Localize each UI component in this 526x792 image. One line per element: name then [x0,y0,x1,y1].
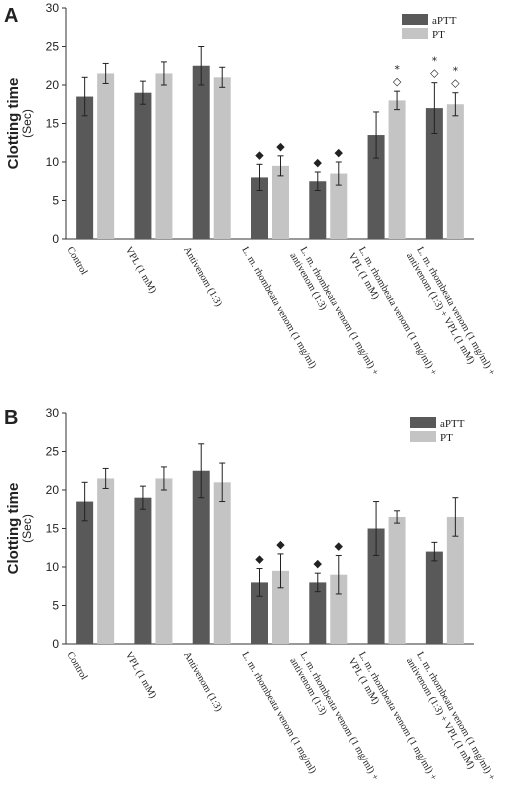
significance-marker: * [432,55,438,68]
bar-pt [155,478,173,644]
significance-marker: * [394,63,400,76]
x-tick-label: VPL (1 mM) [123,650,158,700]
y-tick-label: 5 [52,194,59,208]
legend-label-aptt: aPTT [432,15,457,27]
bar-pt [388,100,406,240]
bar-aptt [367,528,385,644]
bar-pt [446,516,464,644]
bar-aptt [134,92,152,239]
x-tick-label: VPL (1 mM) [123,245,158,295]
x-tick-label: Control [65,650,90,682]
bar-aptt [425,108,443,239]
legend-swatch-aptt [402,14,428,25]
panel-letter: B [4,407,18,429]
bar-pt [272,165,289,239]
significance-marker: ◆ [276,140,285,153]
y-tick-label: 5 [52,599,59,613]
significance-marker: ◆ [335,539,344,552]
x-tick-label: Antivenom (1:3) [181,650,224,713]
y-tick-label: 0 [52,232,59,246]
legend-swatch-pt [410,431,436,442]
x-tick-line: VPL (1 mM) [123,245,158,295]
bar-aptt [76,96,94,239]
bar-aptt [192,65,210,239]
bar-pt [446,104,464,239]
x-tick-line: Antivenom (1:3) [181,245,224,308]
significance-marker: ◇ [393,75,402,88]
y-tick-label: 10 [46,155,60,169]
bar-pt [155,73,173,239]
x-tick-line: VPL (1 mM) [123,650,158,700]
y-axis-label: Clotting time [5,483,22,575]
y-tick-label: 15 [46,522,60,536]
bar-aptt [367,135,385,239]
bar-aptt [309,582,327,644]
y-tick-label: 30 [46,406,60,420]
y-tick-label: 30 [46,1,60,15]
bar-aptt [425,551,443,644]
y-axis-unit: (Sec) [20,109,34,138]
y-tick-label: 15 [46,117,60,131]
y-tick-label: 25 [46,40,60,54]
x-tick-label: Antivenom (1:3) [181,245,224,308]
x-tick-label: L. m. rhombeata venom (1 mg/ml) +antiven… [404,245,497,384]
y-axis-label: Clotting time [5,78,22,170]
y-tick-label: 10 [46,560,60,574]
x-tick-label: L. m. rhombeata venom (1 mg/ml) +antiven… [404,650,497,789]
significance-marker: ◆ [314,557,323,570]
significance-marker: ◇ [451,77,460,90]
significance-marker: ◆ [276,538,285,551]
y-tick-label: 0 [52,637,59,651]
bar-aptt [134,497,152,644]
legend-swatch-aptt [410,417,436,428]
x-tick-label: Control [65,245,90,277]
panel-letter: A [4,5,18,27]
y-tick-label: 20 [46,483,60,497]
x-tick-line: Antivenom (1:3) [181,650,224,713]
bar-pt [330,173,348,239]
bar-aptt [76,501,94,644]
y-tick-label: 25 [46,445,60,459]
bar-aptt [251,582,268,644]
chart-panel-b: B Clotting time(Sec) 0 5 10 15 20 25 30 ◆ ◆ ◆ ◆ Contr… [4,406,497,789]
legend-label-aptt: aPTT [440,418,465,430]
significance-marker: ◆ [255,553,264,566]
bar-aptt [251,177,268,239]
bar-pt [388,516,406,644]
significance-marker: ◆ [255,148,264,161]
bar-pt [97,73,115,239]
bar-pt [97,478,115,644]
y-tick-label: 20 [46,78,60,92]
bar-pt [213,482,231,644]
significance-marker: ◇ [430,67,439,80]
y-axis-unit: (Sec) [20,514,34,543]
bar-pt [213,77,231,239]
bar-aptt [309,181,327,239]
legend-label-pt: PT [432,29,445,41]
significance-marker: ◆ [335,146,344,159]
x-tick-line: Control [65,245,90,277]
legend-swatch-pt [402,28,428,39]
bar-aptt [192,470,210,644]
significance-marker: ◆ [314,156,323,169]
significance-marker: * [453,65,459,78]
bar-pt [272,570,289,644]
bar-pt [330,574,348,644]
x-tick-line: Control [65,650,90,682]
legend-label-pt: PT [440,432,453,444]
